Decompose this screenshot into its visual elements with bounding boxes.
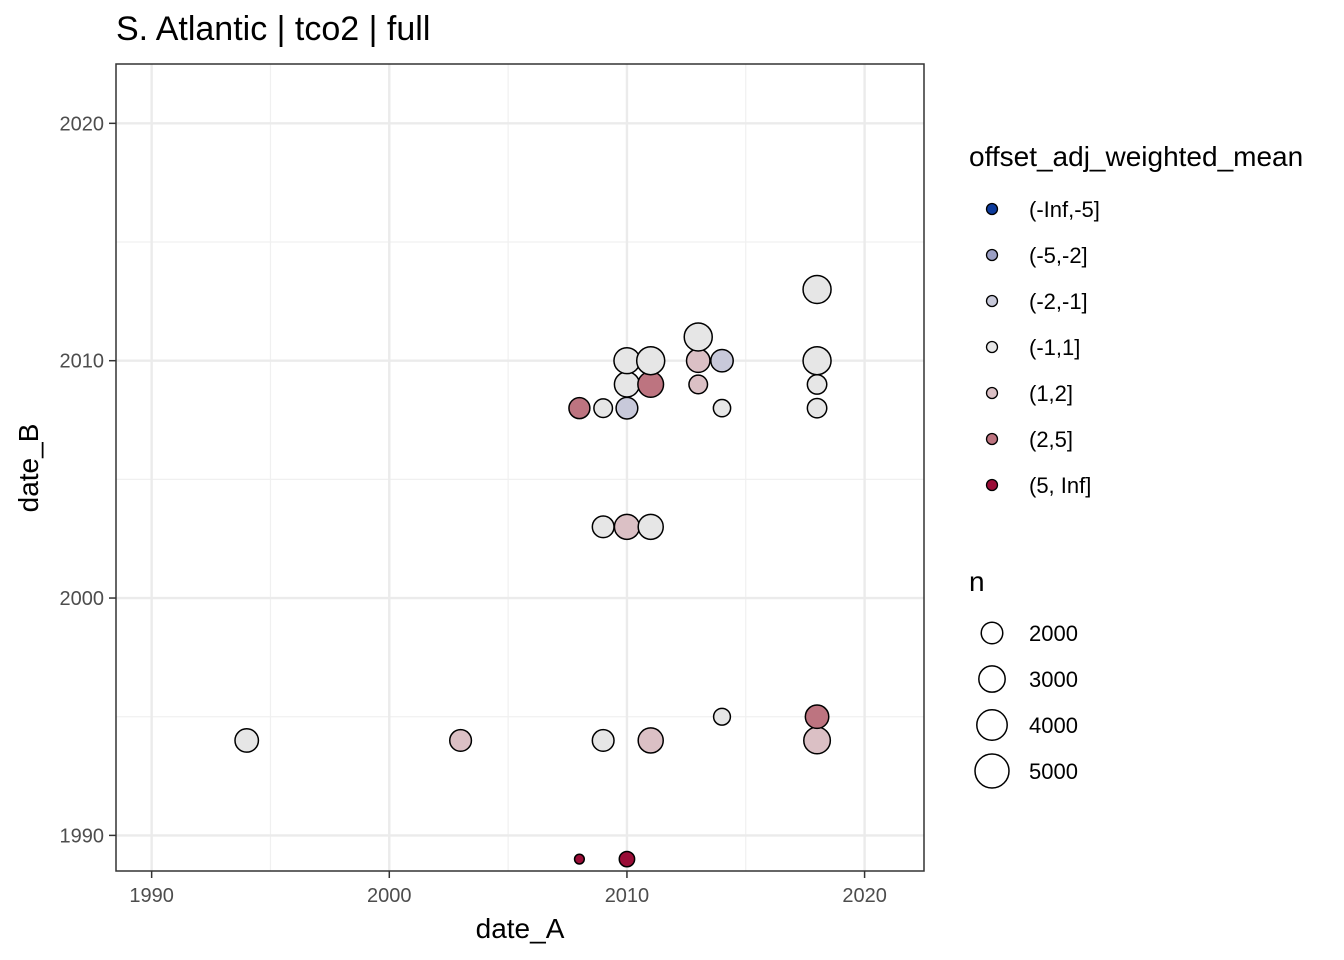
legend-size: n 2000 3000 4000 5000 [969, 566, 1078, 789]
data-point [802, 345, 832, 376]
data-point [635, 345, 666, 376]
legend-color-label: (-1,1] [1029, 335, 1080, 360]
x-tick-label: 2020 [842, 885, 887, 907]
legend-size-title: n [969, 566, 985, 597]
y-tick-label: 2010 [60, 351, 105, 373]
y-axis-title: date_B [13, 424, 44, 513]
legend-size-label: 5000 [1029, 759, 1078, 784]
data-point [613, 513, 641, 541]
data-point [637, 727, 664, 754]
legend-size-key [980, 621, 1004, 645]
data-point [591, 728, 615, 753]
x-tick-label: 2000 [367, 885, 412, 907]
legend-size-label: 3000 [1029, 667, 1078, 692]
data-point [806, 397, 828, 419]
legend-color-key [985, 432, 999, 446]
grid-minor [116, 64, 924, 871]
legend-size-label: 2000 [1029, 621, 1078, 646]
data-point [637, 513, 664, 541]
legend-size-key [978, 665, 1006, 693]
legend-color-key [985, 202, 999, 216]
data-point [593, 398, 614, 419]
data-point [568, 396, 591, 420]
data-point [573, 853, 586, 865]
data-point [712, 398, 732, 418]
y-tick-label: 1990 [60, 825, 105, 847]
data-point [710, 348, 734, 373]
legend-size-key [976, 709, 1008, 741]
legend-color-key [985, 294, 999, 308]
data-point [806, 373, 828, 395]
data-point [618, 850, 636, 868]
data-point [804, 704, 830, 730]
data-point [591, 515, 615, 539]
data-point [688, 374, 709, 395]
data-point [637, 370, 665, 399]
x-axis: 1990 2000 2010 2020 [129, 871, 887, 907]
data-points [234, 274, 832, 868]
chart-title: S. Atlantic | tco2 | full [116, 10, 430, 48]
plot-panel [116, 64, 924, 871]
legend-size-key [974, 753, 1010, 789]
legend-color-label: (-2,-1] [1029, 289, 1088, 314]
data-point [712, 707, 732, 726]
legend-color-label: (-Inf,-5] [1029, 197, 1100, 222]
data-point [615, 396, 639, 420]
data-point [685, 348, 711, 374]
legend-size-label: 4000 [1029, 713, 1078, 738]
legend-color-label: (-5,-2] [1029, 243, 1088, 268]
legend-color-key [985, 478, 999, 492]
data-point [613, 371, 641, 398]
grid-major [116, 64, 924, 871]
legend-color-label: (1,2] [1029, 381, 1073, 406]
x-axis-title: date_A [476, 913, 565, 944]
data-point [448, 728, 473, 753]
legend-color-key [985, 386, 999, 400]
y-axis: 1990 2000 2010 2020 [60, 113, 116, 847]
legend-color-label: (5, Inf] [1029, 473, 1091, 498]
legend-color-label: (2,5] [1029, 427, 1073, 452]
legend-color-key [985, 248, 999, 262]
x-tick-label: 2010 [605, 885, 650, 907]
data-point [683, 322, 713, 352]
data-point [802, 274, 832, 305]
x-tick-label: 1990 [129, 885, 174, 907]
data-point [803, 726, 832, 755]
legend-color: offset_adj_weighted_mean (-Inf,-5] (-5,-2… [969, 141, 1303, 498]
legend-color-title: offset_adj_weighted_mean [969, 141, 1303, 172]
y-tick-label: 2000 [60, 588, 105, 610]
data-point [234, 727, 260, 753]
plot-border [115, 63, 925, 872]
y-tick-label: 2020 [60, 113, 105, 135]
legend-color-key [985, 340, 999, 354]
